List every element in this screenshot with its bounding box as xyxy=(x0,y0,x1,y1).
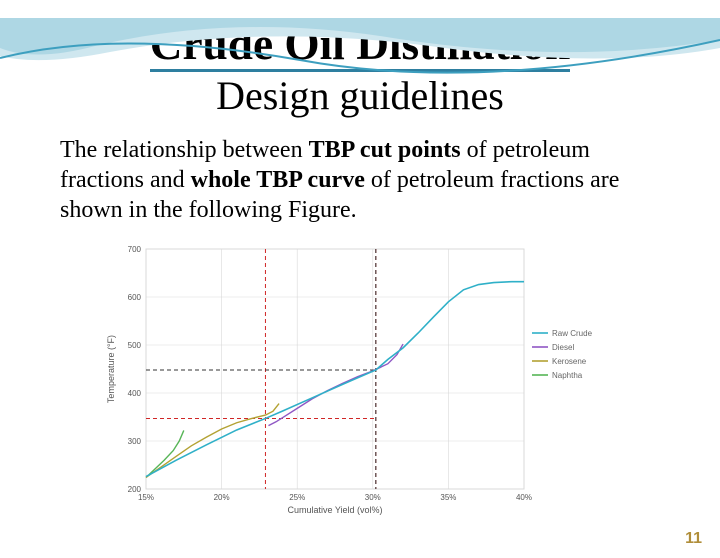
page-number-text: 11 xyxy=(685,530,702,547)
legend-label: Diesel xyxy=(552,343,574,352)
y-tick-label: 500 xyxy=(128,341,142,350)
y-tick-label: 600 xyxy=(128,293,142,302)
y-tick-label: 400 xyxy=(128,389,142,398)
y-axis-label: Temperature (°F) xyxy=(106,335,116,403)
page-number: 11 xyxy=(685,530,702,548)
y-tick-label: 700 xyxy=(128,245,142,254)
para-pre1: The relationship between xyxy=(60,137,309,163)
y-tick-label: 200 xyxy=(128,485,142,494)
x-tick-label: 35% xyxy=(440,493,456,502)
slide-subtitle-text: Design guidelines xyxy=(216,73,504,118)
plot-area xyxy=(146,249,524,489)
x-tick-label: 30% xyxy=(365,493,381,502)
legend-label: Raw Crude xyxy=(552,329,593,338)
legend-label: Naphtha xyxy=(552,371,583,380)
slide-title-text: Crude Oil Distillation xyxy=(150,19,571,72)
x-tick-label: 25% xyxy=(289,493,305,502)
y-tick-label: 300 xyxy=(128,437,142,446)
para-bold2: whole TBP curve xyxy=(191,167,365,193)
x-tick-label: 40% xyxy=(516,493,532,502)
tbp-chart: 15% 20% 25% 30% 35% 40% 200 300 400 500 600 700 Temp… xyxy=(100,239,620,519)
legend-label: Kerosene xyxy=(552,357,587,366)
para-bold1: TBP cut points xyxy=(309,137,461,163)
x-tick-label: 20% xyxy=(214,493,230,502)
x-axis-label: Cumulative Yield (vol%) xyxy=(287,505,382,515)
x-tick-label: 15% xyxy=(138,493,154,502)
slide-title: Crude Oil Distillation xyxy=(0,18,720,70)
body-paragraph: The relationship between TBP cut points … xyxy=(60,135,664,225)
slide-subtitle: Design guidelines xyxy=(0,72,720,119)
